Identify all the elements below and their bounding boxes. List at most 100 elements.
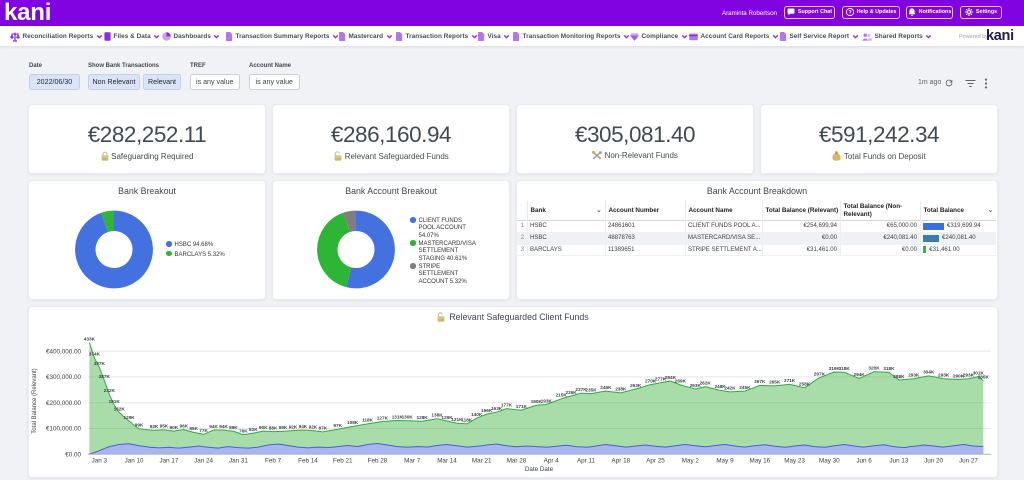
svg-text:92K: 92K (289, 424, 298, 429)
svg-text:May 30: May 30 (819, 458, 840, 465)
svg-text:433K: 433K (84, 336, 96, 341)
svg-text:297K: 297K (814, 372, 826, 377)
svg-text:108K: 108K (347, 420, 359, 425)
svg-text:87K: 87K (318, 426, 327, 431)
svg-text:Apr 4: Apr 4 (544, 458, 560, 465)
svg-text:253K: 253K (690, 383, 702, 388)
svg-text:Jan 10: Jan 10 (125, 458, 144, 465)
svg-text:156K: 156K (481, 408, 493, 413)
svg-text:Jan 31: Jan 31 (229, 458, 248, 465)
svg-text:May 9: May 9 (716, 458, 734, 465)
svg-text:€100,000.00: €100,000.00 (46, 426, 82, 433)
svg-text:237K: 237K (575, 387, 587, 392)
svg-text:238K: 238K (615, 387, 627, 392)
svg-text:94K: 94K (209, 424, 218, 429)
svg-text:85K: 85K (189, 426, 198, 431)
svg-text:82K: 82K (249, 427, 258, 432)
svg-text:Mar 21: Mar 21 (472, 458, 492, 465)
svg-text:Total Balance (Relevant): Total Balance (Relevant) (32, 368, 38, 433)
svg-text:190K: 190K (531, 399, 543, 404)
svg-text:77K: 77K (199, 428, 208, 433)
svg-text:130K: 130K (402, 415, 414, 420)
svg-text:93K: 93K (150, 424, 159, 429)
svg-text:242K: 242K (724, 386, 736, 391)
svg-text:290K: 290K (953, 373, 965, 378)
svg-text:277K: 277K (655, 377, 667, 382)
svg-text:215K: 215K (556, 393, 568, 398)
svg-text:284K: 284K (665, 375, 677, 380)
svg-text:245K: 245K (600, 385, 612, 390)
svg-text:121K: 121K (451, 417, 463, 422)
svg-text:89K: 89K (229, 425, 238, 430)
svg-text:97K: 97K (333, 423, 342, 428)
svg-text:€200,000.00: €200,000.00 (46, 400, 82, 407)
svg-text:163K: 163K (491, 406, 503, 411)
svg-text:129K: 129K (123, 415, 135, 420)
svg-text:€300,000.00: €300,000.00 (46, 374, 82, 381)
svg-text:Mar 7: Mar 7 (404, 458, 421, 465)
svg-text:226K: 226K (565, 390, 577, 395)
svg-text:162K: 162K (114, 406, 126, 411)
svg-text:Feb 14: Feb 14 (298, 458, 318, 465)
svg-text:Jan 24: Jan 24 (194, 458, 213, 465)
svg-text:118K: 118K (461, 418, 473, 423)
svg-text:Jun 13: Jun 13 (889, 458, 908, 465)
svg-text:128K: 128K (416, 415, 428, 420)
svg-text:€400,000.00: €400,000.00 (46, 348, 82, 355)
svg-text:318K: 318K (839, 366, 851, 371)
svg-text:129K: 129K (441, 415, 453, 420)
svg-text:May 16: May 16 (749, 458, 770, 465)
svg-text:Mar 14: Mar 14 (437, 458, 457, 465)
svg-text:258K: 258K (799, 382, 811, 387)
svg-text:90K: 90K (259, 425, 268, 430)
svg-text:Jan 3: Jan 3 (92, 458, 108, 465)
svg-text:Feb 21: Feb 21 (333, 458, 353, 465)
svg-text:374K: 374K (89, 352, 101, 357)
svg-text:May 2: May 2 (682, 458, 700, 465)
svg-text:Apr 18: Apr 18 (612, 458, 631, 465)
svg-text:265K: 265K (769, 380, 781, 385)
svg-text:Feb 7: Feb 7 (265, 458, 282, 465)
svg-text:267K: 267K (754, 379, 766, 384)
svg-text:92K: 92K (309, 424, 318, 429)
svg-text:285K: 285K (978, 375, 990, 380)
svg-text:Date Date: Date Date (525, 466, 554, 473)
svg-text:245K: 245K (739, 385, 751, 390)
svg-text:293K: 293K (963, 373, 975, 378)
svg-text:293K: 293K (938, 373, 950, 378)
svg-text:127K: 127K (377, 415, 389, 420)
svg-text:131K: 131K (392, 414, 404, 419)
svg-text:318K: 318K (883, 366, 895, 371)
svg-text:76K: 76K (239, 429, 248, 434)
svg-text:171K: 171K (516, 404, 528, 409)
svg-text:248K: 248K (714, 384, 726, 389)
svg-text:Apr 11: Apr 11 (577, 458, 596, 465)
svg-text:193K: 193K (541, 398, 553, 403)
svg-text:118K: 118K (362, 418, 374, 423)
svg-text:94K: 94K (219, 424, 228, 429)
svg-text:96K: 96K (179, 423, 188, 428)
svg-text:269K: 269K (675, 379, 687, 384)
svg-text:262K: 262K (700, 381, 712, 386)
svg-text:138K: 138K (431, 413, 443, 418)
svg-text:Jun 6: Jun 6 (856, 458, 872, 465)
svg-text:191K: 191K (109, 399, 121, 404)
svg-text:?: ? (848, 10, 851, 16)
svg-text:Mar 28: Mar 28 (507, 458, 527, 465)
svg-text:293K: 293K (908, 373, 920, 378)
svg-text:Jun 27: Jun 27 (959, 458, 978, 465)
svg-text:253K: 253K (630, 383, 642, 388)
svg-text:€0.00: €0.00 (65, 452, 81, 459)
svg-text:95K: 95K (160, 424, 169, 429)
svg-text:89K: 89K (279, 425, 288, 430)
svg-text:288K: 288K (893, 374, 905, 379)
svg-text:May 23: May 23 (784, 458, 805, 465)
svg-text:94K: 94K (299, 424, 308, 429)
svg-text:319K: 319K (829, 366, 841, 371)
svg-text:90K: 90K (169, 425, 178, 430)
svg-text:301K: 301K (973, 370, 985, 375)
svg-text:Jun 20: Jun 20 (924, 458, 943, 465)
svg-text:235K: 235K (585, 388, 597, 393)
svg-text:232K: 232K (104, 388, 116, 393)
svg-text:287K: 287K (99, 374, 111, 379)
